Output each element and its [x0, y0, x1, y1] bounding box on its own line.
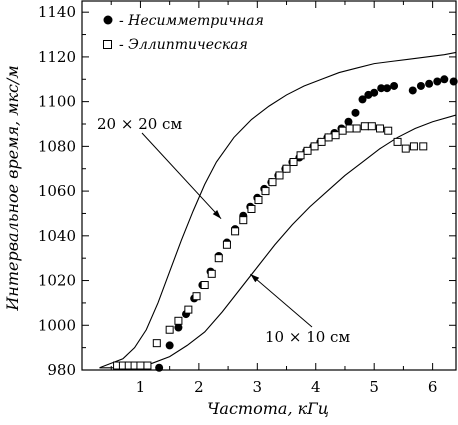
data-point-square — [331, 131, 340, 140]
annotation-10x10: 10 × 10 см — [265, 328, 350, 346]
data-point-square — [261, 187, 270, 196]
legend-label-asymmetric: - Несимметричная — [119, 13, 264, 29]
data-point-square — [214, 254, 223, 263]
x-tick-label: 5 — [369, 378, 379, 396]
data-point-square — [367, 122, 376, 131]
data-point-square — [401, 144, 410, 153]
annotations: 20 × 20 см 10 × 10 см — [97, 115, 350, 346]
arrow-10x10-head — [250, 274, 260, 283]
y-tick-label: 1060 — [38, 182, 76, 200]
data-point-square — [184, 305, 193, 314]
data-point-circle — [358, 95, 367, 104]
x-tick-label: 6 — [428, 378, 438, 396]
data-point-square — [231, 227, 240, 236]
axis-ticks: 1 2 3 4 5 6 980 1000 1020 1040 1060 1080 1100 1120 114… — [38, 1, 456, 396]
y-tick-label: 1100 — [38, 93, 76, 111]
data-point-circle — [383, 84, 392, 93]
data-point-square — [143, 361, 152, 370]
data-point-square — [296, 151, 305, 160]
y-tick-label: 1020 — [38, 272, 76, 290]
y-tick-label: 1080 — [38, 137, 76, 155]
data-point-square — [419, 142, 428, 151]
legend-marker-square — [103, 40, 112, 49]
data-point-circle — [174, 323, 183, 332]
y-tick-label: 980 — [47, 361, 76, 379]
arrow-10x10 — [250, 273, 313, 328]
data-point-circle — [351, 108, 360, 117]
arrow-20x20-head — [212, 210, 222, 219]
data-point-circle — [433, 77, 442, 86]
data-point-square — [376, 124, 385, 133]
data-point-square — [200, 281, 209, 290]
data-point-square — [165, 325, 174, 334]
data-point-square — [352, 124, 361, 133]
markers — [113, 75, 458, 372]
y-tick-label: 1120 — [38, 48, 76, 66]
legend-marker-circle — [103, 15, 113, 25]
curve-line — [99, 114, 457, 369]
legend: - Несимметричная - Эллиптическая — [103, 13, 264, 53]
data-point-square — [174, 316, 183, 325]
x-tick-label: 2 — [194, 378, 204, 396]
y-axis-label: Интервальное время, мкс/м — [3, 65, 22, 311]
data-point-square — [360, 122, 369, 131]
data-point-circle — [344, 117, 353, 126]
x-tick-label: 1 — [136, 378, 146, 396]
y-tick-label: 1040 — [38, 227, 76, 245]
data-point-square — [289, 158, 298, 167]
data-point-square — [275, 171, 284, 180]
data-point-square — [192, 292, 201, 301]
data-point-square — [303, 146, 312, 155]
data-point-square — [310, 142, 319, 151]
data-point-square — [268, 178, 277, 187]
data-point-circle — [408, 86, 417, 95]
curve-line — [99, 51, 457, 369]
data-point-circle — [370, 88, 379, 97]
data-point-square — [222, 240, 231, 249]
data-point-square — [152, 339, 161, 348]
data-point-square — [136, 361, 145, 370]
data-point-square — [282, 164, 291, 173]
x-tick-label: 4 — [311, 378, 321, 396]
legend-label-elliptic: - Эллиптическая — [119, 37, 248, 53]
curves — [99, 51, 457, 369]
data-point-circle — [440, 75, 449, 84]
data-point-circle — [165, 341, 174, 350]
x-tick-label: 3 — [253, 378, 263, 396]
data-point-circle — [155, 363, 164, 372]
annotation-20x20: 20 × 20 см — [97, 115, 182, 133]
arrow-20x20 — [141, 132, 222, 220]
data-point-square — [239, 216, 248, 225]
data-point-square — [409, 142, 418, 151]
x-axis-label: Частота, кГц — [207, 399, 329, 418]
data-point-square — [207, 269, 216, 278]
data-point-circle — [449, 77, 458, 86]
data-point-square — [393, 137, 402, 146]
data-point-circle — [377, 84, 386, 93]
data-point-square — [324, 133, 333, 142]
data-point-square — [345, 124, 354, 133]
data-point-square — [317, 137, 326, 146]
data-point-square — [254, 196, 263, 205]
y-tick-label: 1140 — [38, 3, 76, 21]
data-point-circle — [425, 79, 434, 88]
y-tick-label: 1000 — [38, 316, 76, 334]
data-point-circle — [416, 81, 425, 90]
data-point-square — [384, 126, 393, 135]
data-point-square — [338, 126, 347, 135]
data-point-square — [247, 204, 256, 213]
data-point-circle — [390, 81, 399, 90]
